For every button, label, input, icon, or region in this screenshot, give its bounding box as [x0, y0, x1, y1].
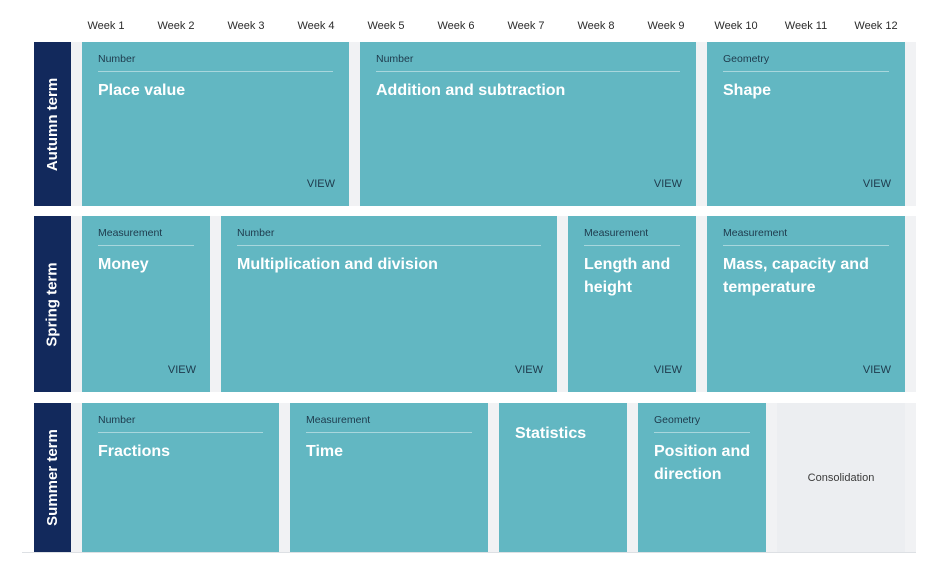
block-money[interactable]: Measurement Money VIEW: [82, 216, 210, 392]
block-title: Statistics: [515, 425, 587, 442]
block-title: Position and direction: [654, 443, 750, 483]
block-position-direction[interactable]: Geometry Position and direction: [638, 403, 766, 552]
block-shape[interactable]: Geometry Shape VIEW: [707, 42, 905, 206]
week-8-label: Week 8: [577, 20, 615, 32]
consolidation-label: Consolidation: [807, 471, 875, 484]
week-2-label: Week 2: [157, 20, 195, 32]
block-category: Number: [98, 53, 333, 72]
block-title: Addition and subtraction: [376, 82, 566, 99]
block-multiplication-division[interactable]: Number Multiplication and division VIEW: [221, 216, 557, 392]
week-9-label: Week 9: [647, 20, 685, 32]
spring-term-text: Spring term: [44, 261, 61, 347]
view-link[interactable]: VIEW: [653, 364, 682, 376]
autumn-term-text: Autumn term: [44, 77, 61, 171]
block-category: Number: [376, 53, 680, 72]
block-title: Fractions: [98, 443, 171, 460]
week-10-label: Week 10: [714, 20, 758, 32]
week-3-label: Week 3: [227, 20, 265, 32]
block-time[interactable]: Measurement Time: [290, 403, 488, 552]
block-title: Length and height: [584, 256, 671, 296]
spring-term-label: Spring term: [34, 216, 71, 392]
block-mass-capacity-temperature[interactable]: Measurement Mass, capacity and temperatu…: [707, 216, 905, 392]
view-link[interactable]: VIEW: [653, 178, 682, 190]
block-title: Place value: [98, 82, 186, 99]
summer-term-label: Summer term: [34, 403, 71, 552]
week-4-label: Week 4: [297, 20, 335, 32]
view-link[interactable]: VIEW: [862, 178, 891, 190]
block-length-height[interactable]: Measurement Length and height VIEW: [568, 216, 696, 392]
block-statistics[interactable]: Statistics: [499, 403, 627, 552]
block-title: Money: [98, 256, 149, 273]
block-category: Measurement: [723, 227, 889, 246]
week-7-label: Week 7: [507, 20, 545, 32]
view-link[interactable]: VIEW: [167, 364, 196, 376]
block-place-value[interactable]: Number Place value VIEW: [82, 42, 349, 206]
view-link[interactable]: VIEW: [862, 364, 891, 376]
week-5-label: Week 5: [367, 20, 405, 32]
week-6-label: Week 6: [437, 20, 475, 32]
block-category: Geometry: [654, 414, 750, 433]
view-link[interactable]: VIEW: [514, 364, 543, 376]
week-1-label: Week 1: [87, 20, 125, 32]
week-11-label: Week 11: [784, 20, 828, 32]
block-category: Number: [237, 227, 541, 246]
block-addition-subtraction[interactable]: Number Addition and subtraction VIEW: [360, 42, 696, 206]
block-category: Number: [98, 414, 263, 433]
block-category: Measurement: [584, 227, 680, 246]
block-title: Shape: [723, 82, 772, 99]
block-category: Measurement: [98, 227, 194, 246]
block-title: Multiplication and division: [237, 256, 438, 273]
divider: [22, 552, 916, 553]
block-category: Geometry: [723, 53, 889, 72]
view-link[interactable]: VIEW: [306, 178, 335, 190]
block-title: Mass, capacity and temperature: [723, 256, 869, 296]
block-category: Measurement: [306, 414, 472, 433]
week-12-label: Week 12: [854, 20, 898, 32]
block-fractions[interactable]: Number Fractions: [82, 403, 279, 552]
block-consolidation: Consolidation: [777, 403, 905, 552]
summer-term-text: Summer term: [44, 429, 62, 526]
block-title: Time: [306, 443, 344, 460]
autumn-term-label: Autumn term: [34, 42, 71, 206]
